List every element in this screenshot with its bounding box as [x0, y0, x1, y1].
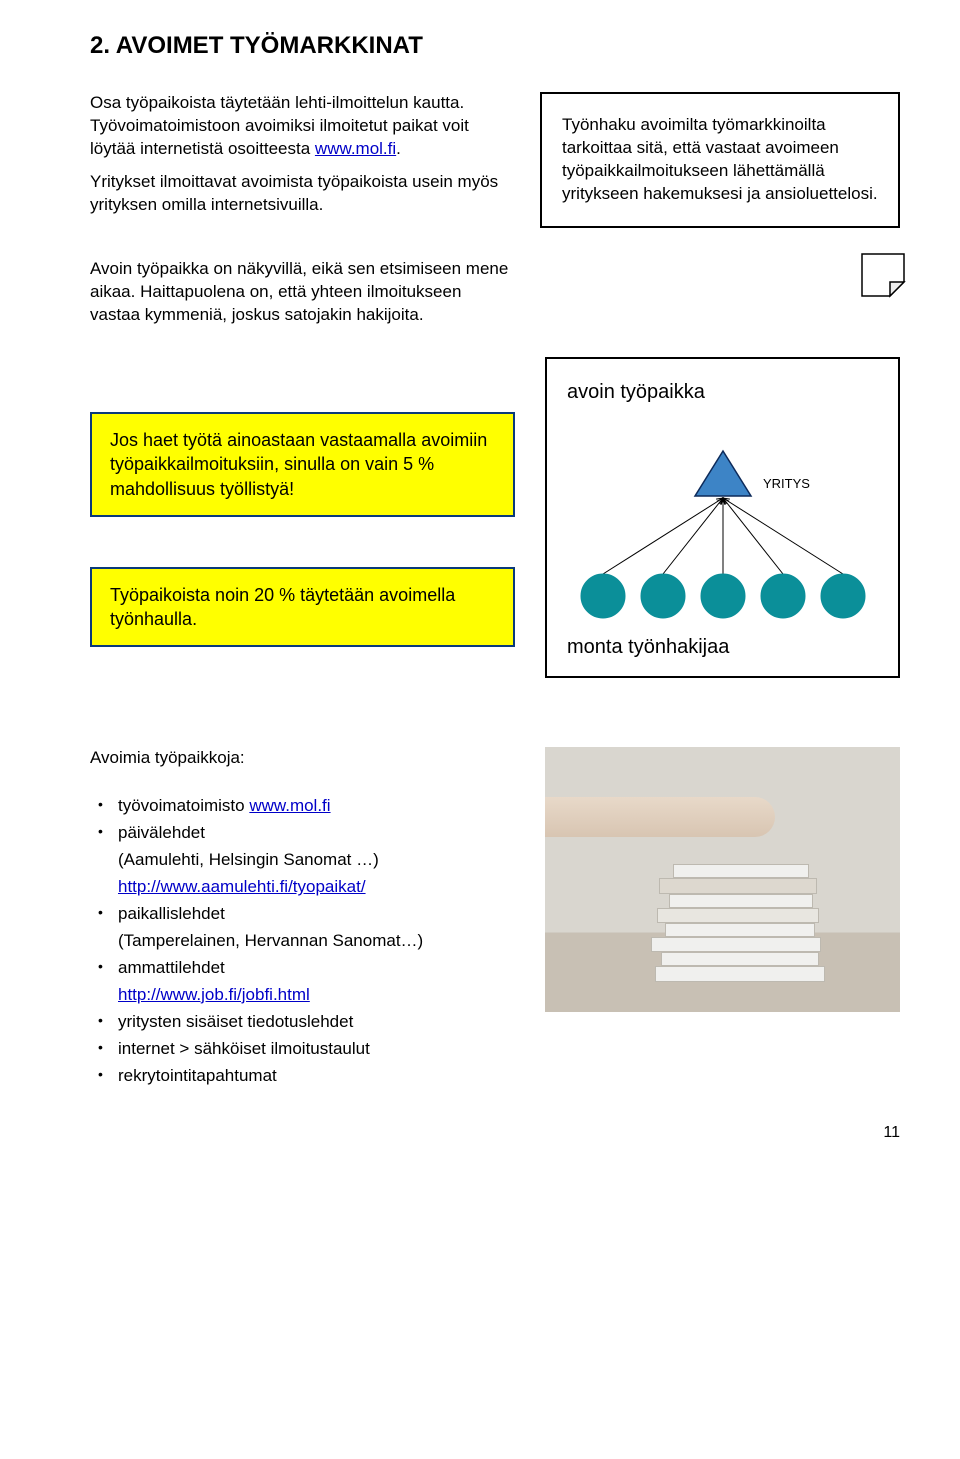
diagram-box: avoin työpaikka YRITYS monta työnhakijaa [545, 357, 900, 678]
intro-p1b: Työvoimatoimistoon avoimiksi ilmoitetut … [90, 116, 469, 158]
source-item-4: ammattilehdet [90, 957, 515, 980]
sources-list: Avoimia työpaikkoja: työvoimatoimisto ww… [90, 747, 515, 1091]
note-text: Avoin työpaikka on näkyvillä, eikä sen e… [90, 259, 508, 324]
intro-p2: Yritykset ilmoittavat avoimista työpaiko… [90, 171, 510, 217]
intro-p1c: . [396, 139, 401, 158]
source-item-2: päivälehdet [90, 822, 515, 845]
link-jobfi[interactable]: http://www.job.fi/jobfi.html [118, 985, 310, 1004]
diagram-title: avoin työpaikka [567, 379, 878, 406]
intro-text: Osa työpaikoista täytetään lehti-ilmoitt… [90, 92, 510, 228]
source-item-5: yritysten sisäiset tiedotuslehdet [90, 1011, 515, 1034]
note-corner-icon [540, 258, 900, 327]
source-item-7: rekrytointitapahtumat [90, 1065, 515, 1088]
page-number: 11 [90, 1122, 900, 1144]
definition-box: Työnhaku avoimilta työmarkkinoilta tarko… [540, 92, 900, 228]
diagram-caption: monta työnhakijaa [567, 634, 878, 661]
page-heading: 2. AVOIMET TYÖMARKKINAT [90, 30, 900, 62]
link-molfi-2[interactable]: www.mol.fi [249, 796, 330, 815]
source-2-sub: (Aamulehti, Helsingin Sanomat …) [90, 849, 515, 872]
sources-heading: Avoimia työpaikkoja: [90, 747, 515, 770]
yellow-box-5pct: Jos haet työtä ainoastaan vastaamalla av… [90, 412, 515, 517]
source-item-1: työvoimatoimisto www.mol.fi [90, 795, 515, 818]
diagram-svg: YRITYS [573, 416, 873, 626]
svg-text:YRITYS: YRITYS [763, 476, 810, 491]
note-paragraph: Avoin työpaikka on näkyvillä, eikä sen e… [90, 258, 510, 327]
yellow-box-20pct: Työpaikoista noin 20 % täytetään avoimel… [90, 567, 515, 648]
photo-placeholder [545, 747, 900, 1012]
source-item-3: paikallislehdet [90, 903, 515, 926]
source-1-text: työvoimatoimisto [118, 796, 249, 815]
link-molfi[interactable]: www.mol.fi [315, 139, 396, 158]
link-aamulehti[interactable]: http://www.aamulehti.fi/tyopaikat/ [118, 877, 366, 896]
source-item-6: internet > sähköiset ilmoitustaulut [90, 1038, 515, 1061]
source-3-sub: (Tamperelainen, Hervannan Sanomat…) [90, 930, 515, 953]
intro-p1a: Osa työpaikoista täytetään lehti-ilmoitt… [90, 93, 464, 112]
